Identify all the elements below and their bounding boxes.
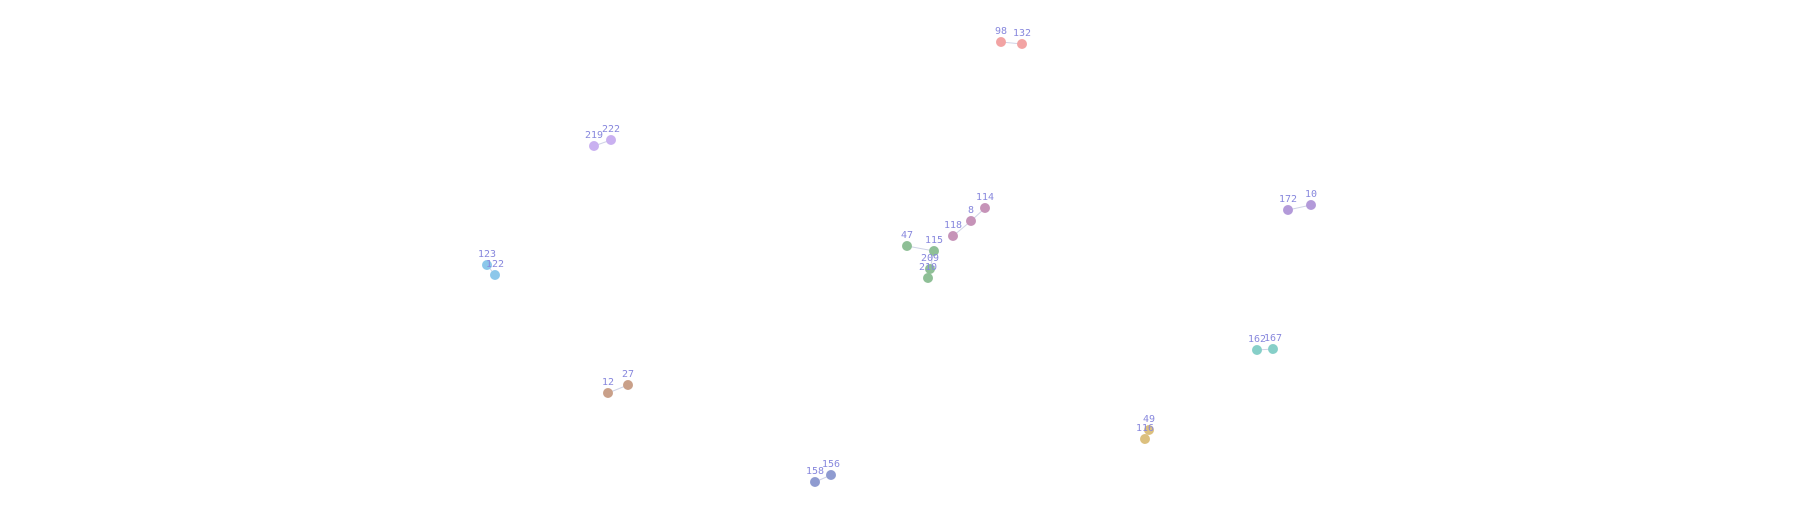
scatter-point[interactable] <box>902 241 912 251</box>
point-label: 122 <box>486 259 504 270</box>
point-label: 222 <box>602 124 620 135</box>
point-label: 219 <box>585 130 603 141</box>
point-label: 118 <box>944 220 962 231</box>
scatter-point[interactable] <box>623 380 633 390</box>
scatter-point[interactable] <box>810 477 820 487</box>
scatter-point[interactable] <box>1306 200 1316 210</box>
scatter-point[interactable] <box>929 246 939 256</box>
scatter-point[interactable] <box>490 270 500 280</box>
scatter-point[interactable] <box>606 135 616 145</box>
point-label: 47 <box>901 230 913 241</box>
point-label: 115 <box>925 235 943 246</box>
point-label: 158 <box>806 466 824 477</box>
point-label: 27 <box>622 369 634 380</box>
scatter-point[interactable] <box>1140 434 1150 444</box>
point-label: 167 <box>1264 333 1282 344</box>
scatter-point[interactable] <box>826 470 836 480</box>
scatter-point[interactable] <box>589 141 599 151</box>
scatter-point[interactable] <box>966 216 976 226</box>
scatter-point[interactable] <box>996 37 1006 47</box>
scatter-point[interactable] <box>1268 344 1278 354</box>
point-label: 209 <box>921 253 939 264</box>
point-label: 10 <box>1305 189 1317 200</box>
point-label: 156 <box>822 459 840 470</box>
scatter-point[interactable] <box>948 231 958 241</box>
point-label: 172 <box>1279 194 1297 205</box>
scatter-point[interactable] <box>980 203 990 213</box>
scatter-point[interactable] <box>1144 425 1154 435</box>
point-label: 114 <box>976 192 994 203</box>
scatter-point[interactable] <box>1283 205 1293 215</box>
point-label: 210 <box>919 262 937 273</box>
data-points <box>482 37 1316 487</box>
point-label: 162 <box>1248 334 1266 345</box>
point-label: 116 <box>1136 423 1154 434</box>
scatter-point[interactable] <box>1017 39 1027 49</box>
scatter-point[interactable] <box>603 388 613 398</box>
point-label: 8 <box>968 205 974 216</box>
scatter-point[interactable] <box>1252 345 1262 355</box>
point-label: 123 <box>478 249 496 260</box>
link-lines <box>486 41 1312 483</box>
point-label: 12 <box>602 377 614 388</box>
scatter-point[interactable] <box>925 264 935 274</box>
scatter-point[interactable] <box>482 260 492 270</box>
point-label: 98 <box>995 26 1007 37</box>
scatter-point[interactable] <box>923 273 933 283</box>
point-label: 132 <box>1013 28 1031 39</box>
point-label: 49 <box>1143 414 1155 425</box>
